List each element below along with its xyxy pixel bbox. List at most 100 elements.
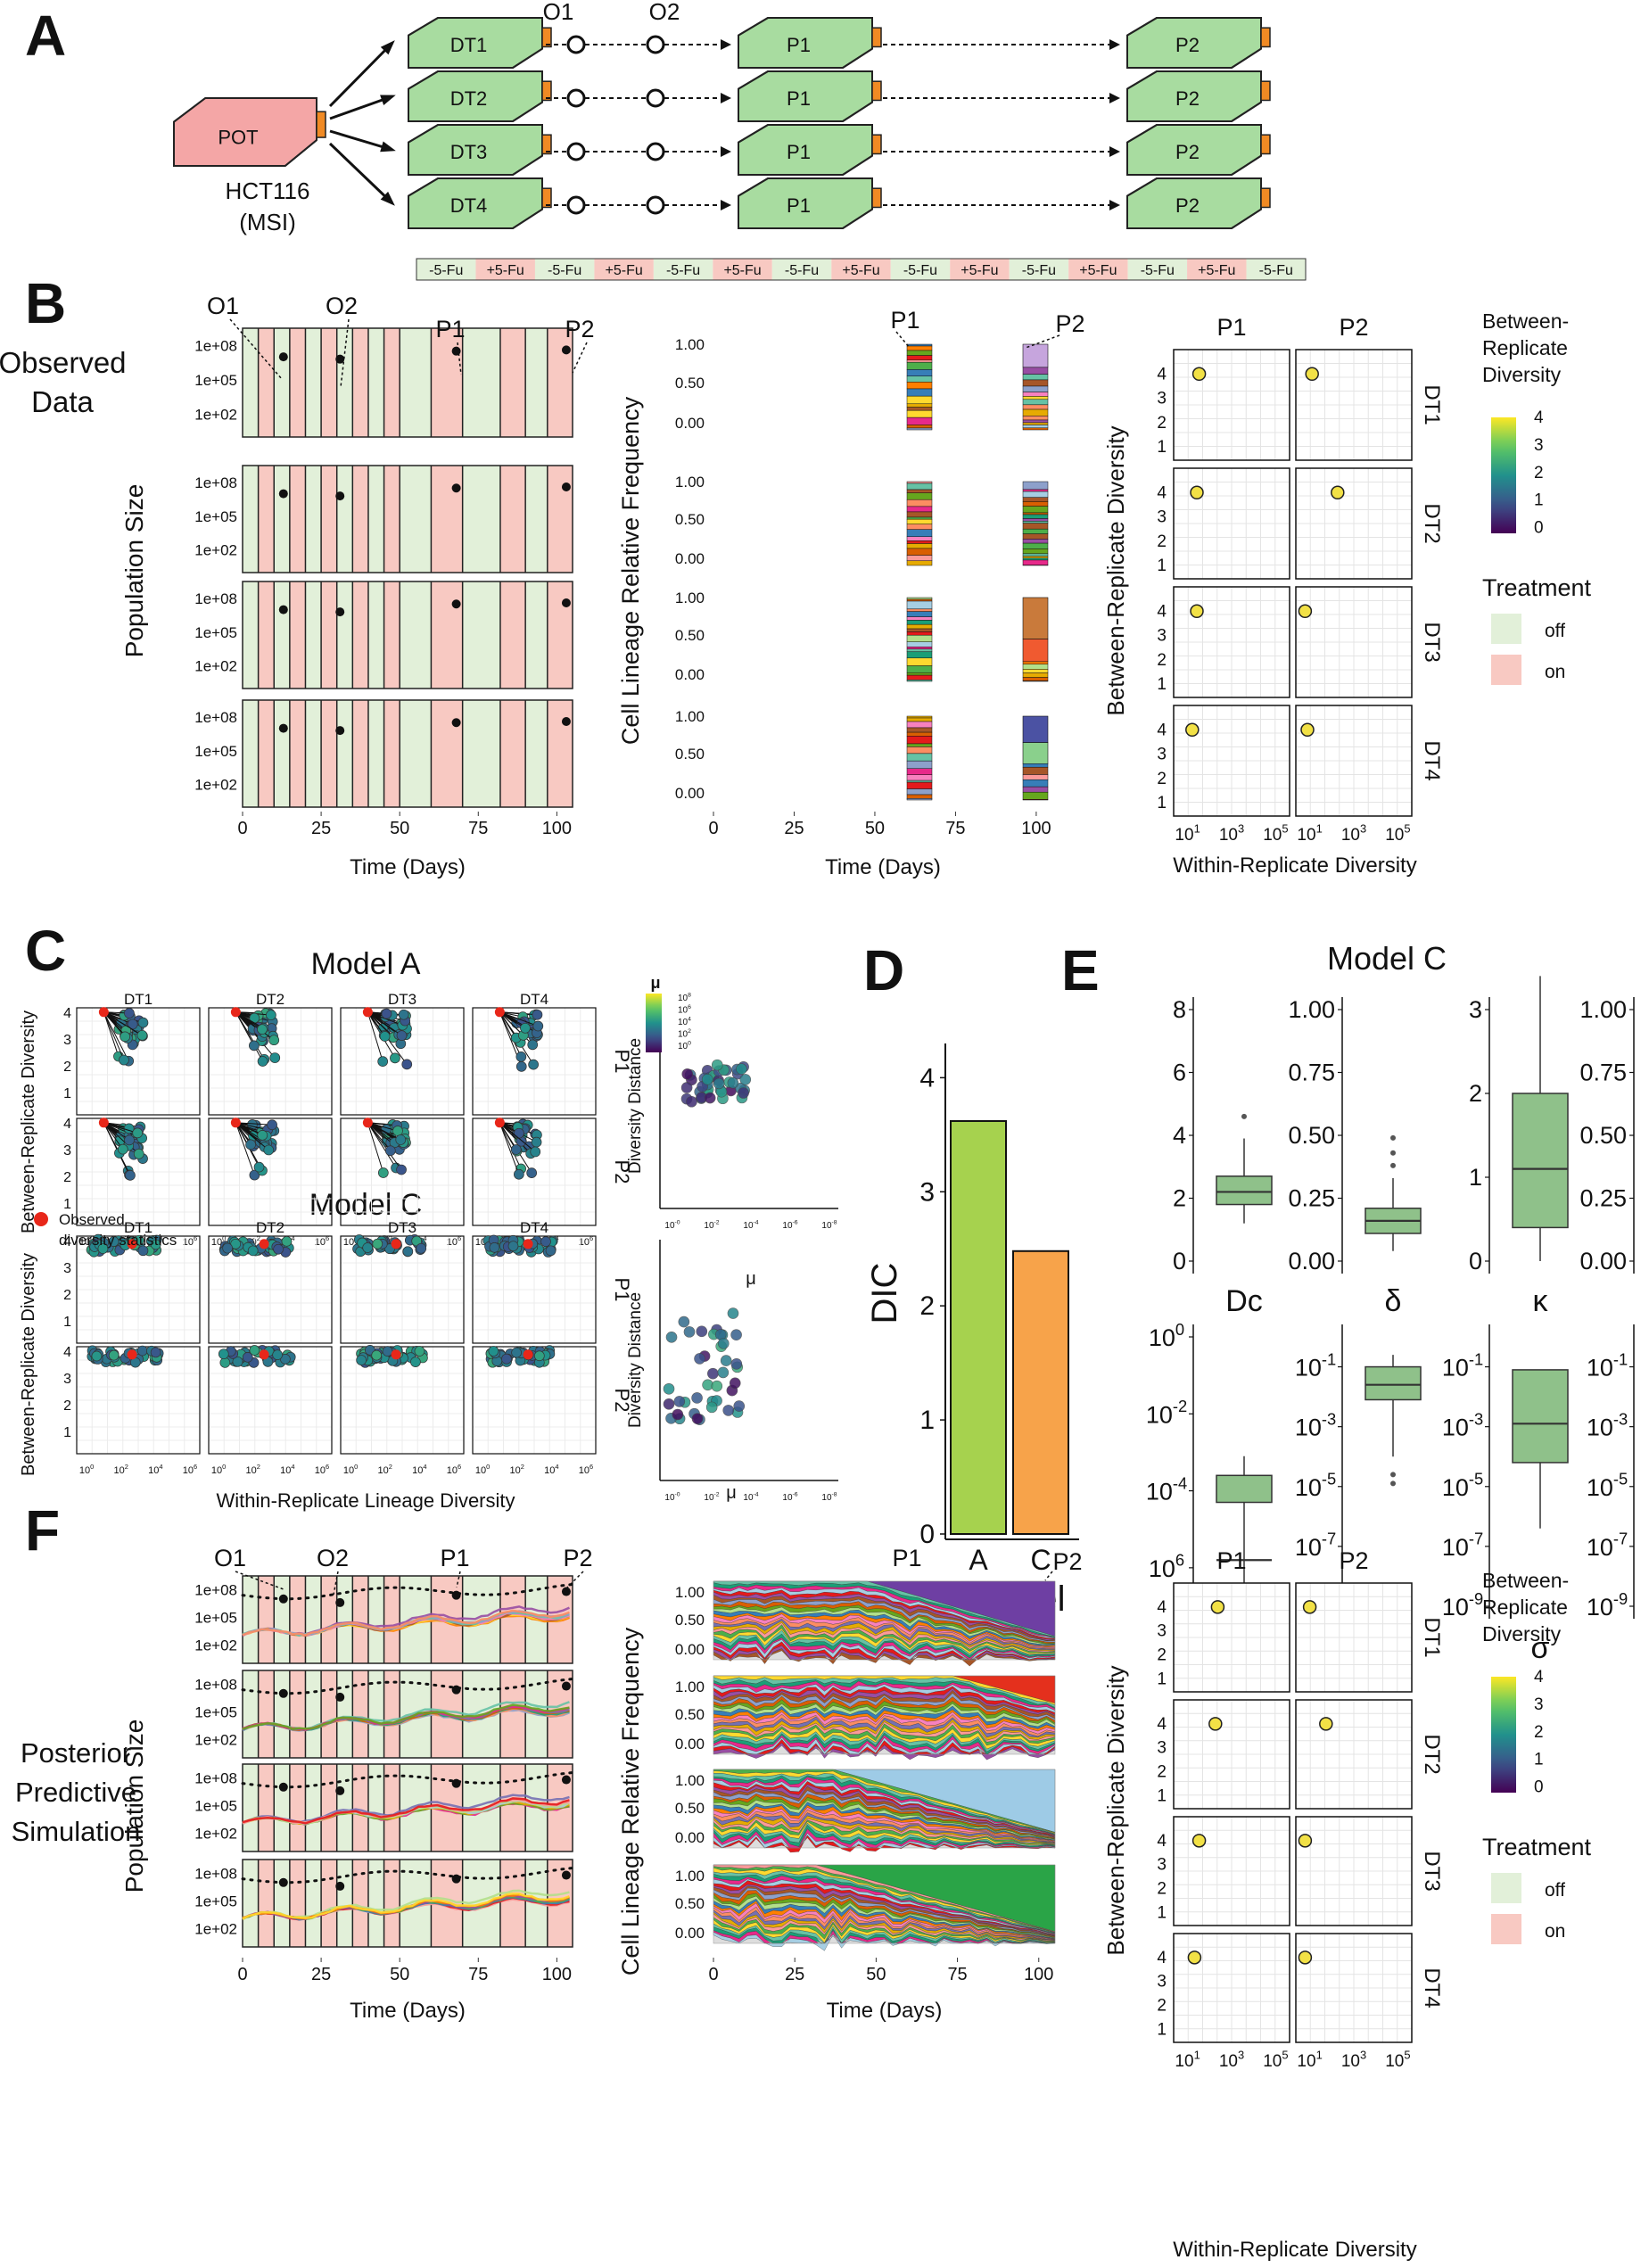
colorbar-tick: 0 bbox=[1534, 1778, 1544, 1797]
model-title: Model A bbox=[311, 947, 421, 981]
flask-edge bbox=[842, 101, 873, 122]
lineage-segment bbox=[906, 407, 933, 411]
observed-point bbox=[278, 1688, 288, 1698]
diversity-facet bbox=[1295, 1582, 1413, 1693]
simulated-point bbox=[257, 1130, 268, 1141]
population-facet: 1e+08 1e+05 1e+02 bbox=[194, 1670, 574, 1759]
treatment-band bbox=[367, 1670, 384, 1758]
x-tick-label: 10-8 bbox=[821, 1492, 837, 1504]
simulated-trajectory bbox=[242, 1703, 570, 1731]
lineage-segment bbox=[1022, 497, 1049, 502]
lineage-segment bbox=[906, 481, 933, 484]
treatment-band bbox=[258, 328, 275, 437]
facet-border bbox=[242, 465, 573, 573]
stream-border bbox=[713, 1769, 1056, 1849]
simulated-point bbox=[488, 1346, 499, 1357]
lineage-segment bbox=[906, 611, 933, 617]
treatment-cell bbox=[416, 259, 476, 280]
treatment-band bbox=[462, 581, 500, 689]
colorbar-tick: 2 bbox=[1534, 464, 1544, 482]
treatment-cell bbox=[594, 259, 654, 280]
lineage-segment bbox=[1022, 528, 1049, 534]
leader-line bbox=[566, 1571, 584, 1588]
facet-border bbox=[340, 1118, 465, 1226]
simulated-point bbox=[219, 1357, 231, 1368]
x-tick-label: 100 bbox=[211, 1463, 226, 1476]
facet-col-label: DT1 bbox=[124, 1219, 153, 1236]
lineage-segment bbox=[906, 731, 933, 737]
flask-edge bbox=[1126, 124, 1158, 144]
treatment-label: +5-Fu bbox=[1079, 263, 1117, 278]
flask-cap bbox=[1260, 80, 1271, 102]
simulated-point bbox=[678, 1315, 690, 1328]
treatment-band bbox=[383, 1576, 400, 1663]
treatment-cell bbox=[890, 259, 951, 280]
simulated-point bbox=[125, 1170, 136, 1181]
treatment-cell bbox=[771, 259, 832, 280]
treatment-band bbox=[367, 466, 384, 573]
x-tick-label: 104 bbox=[412, 1463, 426, 1476]
facet-border bbox=[1295, 1699, 1413, 1810]
lineage-segment bbox=[1022, 556, 1049, 559]
treatment-label: +5-Fu bbox=[842, 263, 879, 278]
row-title: Data bbox=[31, 385, 94, 418]
y-tick-label: 0.25 bbox=[1288, 1185, 1335, 1212]
x-tick-label: 102 bbox=[113, 1463, 128, 1476]
lineage-segment bbox=[1022, 557, 1049, 561]
simulated-point bbox=[381, 1008, 392, 1019]
facet-border bbox=[242, 1859, 573, 1948]
facet-row-label: P1 bbox=[611, 1278, 633, 1302]
x-tick-label: 10-2 bbox=[704, 1492, 719, 1504]
y-tick-label: 2 bbox=[919, 1291, 935, 1321]
y-tick-label: 0.00 bbox=[675, 1925, 705, 1942]
treatment-band bbox=[383, 1670, 400, 1758]
y-tick-label: 10-7 bbox=[1295, 1530, 1336, 1561]
treatment-band bbox=[336, 328, 353, 437]
x-tick-label: 105 bbox=[1263, 2048, 1288, 2071]
diversity-point bbox=[1191, 367, 1207, 382]
y-tick-label: 0.75 bbox=[1288, 1060, 1335, 1086]
lineage-segment bbox=[1022, 422, 1049, 425]
treatment-band bbox=[400, 581, 432, 689]
y-tick-label: 2 bbox=[1157, 1880, 1167, 1899]
simulated-point bbox=[392, 1126, 403, 1136]
lineage-segment bbox=[1022, 680, 1049, 682]
diversity-facet bbox=[1295, 467, 1413, 580]
simulated-point bbox=[117, 1143, 128, 1155]
treatment-label: +5-Fu bbox=[1198, 263, 1235, 278]
simulation-facet bbox=[472, 1007, 597, 1116]
treatment-band bbox=[336, 700, 353, 807]
y-axis-title: Between-Replicate Diversity bbox=[19, 1253, 38, 1476]
flask-cap bbox=[871, 187, 882, 209]
treatment-label: -5-Fu bbox=[429, 263, 463, 278]
box bbox=[1216, 1175, 1273, 1206]
parameter-boxplot: 3 2 1 0 κ bbox=[1469, 976, 1569, 1318]
y-tick-label: 0.00 bbox=[1288, 1248, 1335, 1274]
x-tick-label: 105 bbox=[1263, 821, 1288, 845]
distance-line bbox=[499, 1122, 532, 1154]
lineage-segment bbox=[906, 536, 933, 541]
lineage-segment bbox=[906, 680, 933, 682]
y-tick-label: 2 bbox=[1469, 1080, 1482, 1107]
arrow-line bbox=[328, 142, 394, 205]
x-tick-label: 106 bbox=[447, 1463, 461, 1476]
simulated-point bbox=[739, 1074, 752, 1085]
lineage-segment bbox=[1022, 379, 1049, 387]
simulated-point bbox=[532, 1009, 543, 1020]
treatment-band bbox=[321, 1670, 337, 1758]
lineage-segment bbox=[1022, 639, 1049, 663]
distance-line bbox=[367, 1011, 402, 1036]
lineage-segment bbox=[1022, 548, 1049, 555]
flask-cap bbox=[541, 80, 552, 102]
arrow-head bbox=[380, 40, 395, 55]
simulated-point bbox=[720, 1355, 732, 1366]
y-axis-title: Between-Replicate Diversity bbox=[1102, 1665, 1129, 1955]
time-point-label: P2 bbox=[565, 316, 594, 342]
row-title: Predictive bbox=[15, 1777, 136, 1808]
simulated-point bbox=[249, 1345, 260, 1356]
simulation-facet bbox=[340, 1233, 465, 1344]
lineage-segment bbox=[906, 760, 933, 769]
x-tick-label: 50 bbox=[390, 819, 409, 838]
facet-col-label: DT3 bbox=[388, 991, 416, 1008]
treatment-band bbox=[383, 581, 400, 689]
